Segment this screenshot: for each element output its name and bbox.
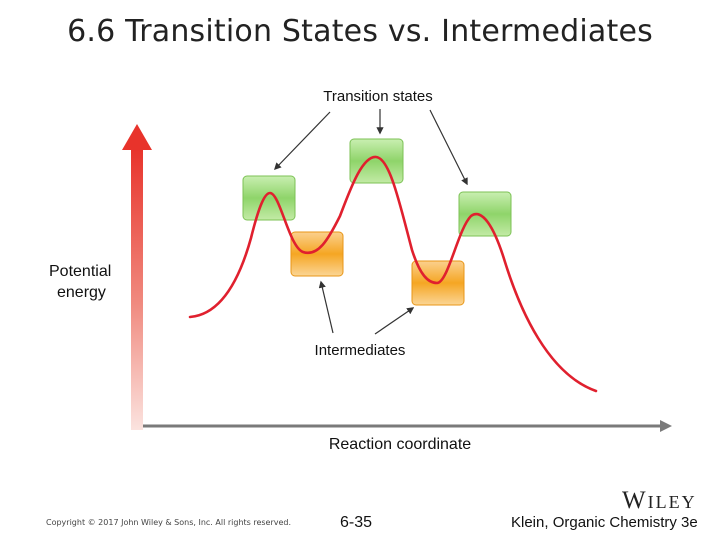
book-reference: Klein, Organic Chemistry 3e bbox=[511, 514, 698, 531]
x-axis-arrowhead bbox=[660, 420, 672, 432]
copyright-text: Copyright © 2017 John Wiley & Sons, Inc.… bbox=[46, 518, 292, 527]
y-axis-arrowhead bbox=[122, 124, 152, 150]
int-arrow-right bbox=[374, 307, 415, 335]
ts-arrow-left bbox=[274, 111, 331, 171]
intermediate-arrows bbox=[318, 280, 415, 335]
x-axis-label: Reaction coordinate bbox=[329, 436, 471, 453]
transition-states-label: Transition states bbox=[323, 88, 433, 105]
energy-curve bbox=[188, 155, 598, 393]
y-axis-label-line1: Potential bbox=[49, 263, 111, 280]
intermediates-label: Intermediates bbox=[315, 342, 406, 359]
transition-state-box-1 bbox=[242, 175, 296, 221]
transition-state-arrows bbox=[274, 109, 468, 186]
page-number: 6-35 bbox=[340, 514, 373, 531]
y-axis-shaft bbox=[131, 148, 143, 430]
y-axis-label-line2: energy bbox=[57, 284, 106, 301]
ts-arrow-right bbox=[429, 109, 468, 186]
x-axis bbox=[143, 420, 672, 432]
int-arrow-left bbox=[318, 280, 334, 334]
transition-state-box-3 bbox=[458, 191, 512, 237]
wiley-logo: Wiley bbox=[622, 487, 697, 514]
slide-title: 6.6 Transition States vs. Intermediates bbox=[67, 14, 653, 49]
y-axis bbox=[122, 124, 152, 430]
intermediate-box-1 bbox=[290, 231, 344, 277]
